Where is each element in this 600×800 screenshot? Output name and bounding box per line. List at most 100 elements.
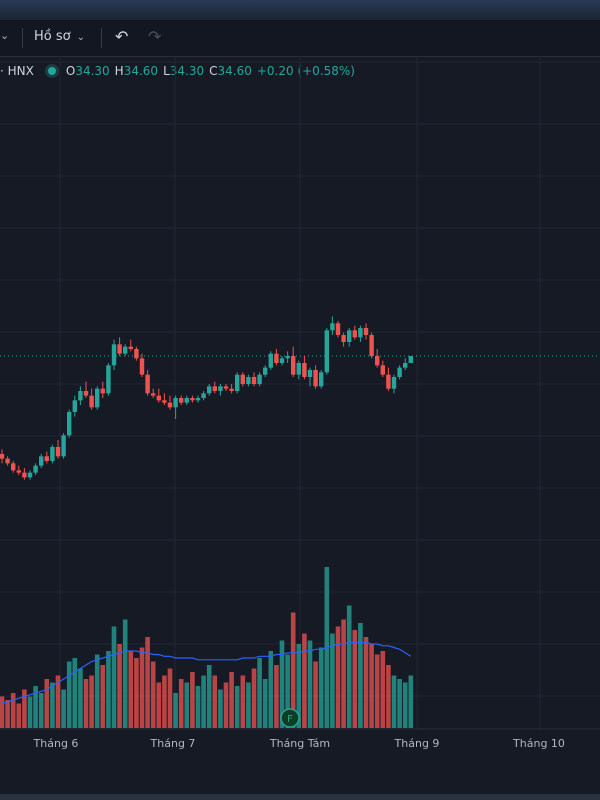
candle-body [33, 465, 38, 473]
volume-bar [251, 668, 257, 728]
volume-bar [22, 689, 27, 728]
candle [369, 332, 374, 359]
volume-bar [27, 696, 33, 728]
candle-body [246, 377, 251, 384]
high-label: H [114, 64, 124, 78]
candle [83, 381, 89, 398]
candle [207, 384, 212, 396]
app-header-bar [0, 0, 600, 20]
candle [151, 388, 156, 398]
candle-body [263, 367, 268, 375]
candle [335, 321, 341, 338]
candle-body [212, 386, 217, 391]
time-axis-label: Tháng 10 [512, 737, 565, 750]
volume-bar [218, 689, 223, 728]
candle [11, 461, 16, 473]
candle [162, 393, 167, 405]
chevron-down-icon[interactable]: ⌄ [0, 29, 10, 42]
toolbar-divider [22, 28, 23, 48]
candle [257, 372, 262, 387]
volume-bars [0, 567, 414, 728]
chart-grid [0, 56, 600, 729]
candle-body [386, 374, 391, 389]
volume-bar [10, 693, 16, 728]
candle-body [117, 344, 122, 354]
volume-bar [313, 661, 318, 728]
candle-body [257, 374, 262, 384]
candle [195, 395, 201, 403]
candle-body [179, 398, 184, 403]
candle [173, 395, 178, 419]
volume-bar [117, 644, 122, 728]
time-axis-labels: Tháng 6 Tháng 7 Tháng Tám Tháng 9 Tháng 10 [33, 737, 565, 750]
open-label: O [65, 64, 76, 78]
candle [251, 372, 257, 387]
candle-body [319, 372, 324, 387]
candle [218, 384, 223, 396]
event-marker-label: F [287, 714, 293, 725]
volume-bar [78, 668, 83, 728]
candle [123, 344, 128, 356]
low-value: 34.30 [169, 64, 205, 78]
redo-icon[interactable]: ↷ [148, 27, 162, 46]
candle-body [302, 363, 307, 377]
volume-bar [330, 633, 335, 728]
candle-body [324, 330, 329, 373]
candle [111, 339, 117, 370]
candle [324, 328, 329, 375]
low-label: L [163, 64, 170, 78]
candle-body [145, 374, 150, 394]
ohlc-legend: · HNX O34.30 H34.60 L34.30 C34.60 +0.20 (+0.5… [0, 64, 360, 82]
volume-bar [408, 675, 414, 728]
volume-bar [268, 651, 274, 728]
candle-body [106, 365, 111, 394]
close-value: 34.60 [217, 64, 252, 78]
candle [403, 358, 408, 370]
candle [235, 372, 240, 394]
volume-bar [229, 672, 234, 728]
profile-dropdown[interactable]: Hồ sơ ⌄ [34, 29, 85, 44]
candles [0, 316, 413, 480]
candle [184, 395, 189, 405]
candle-body [268, 353, 273, 368]
volume-bar [5, 700, 10, 728]
candle-body [307, 370, 313, 377]
candle-body [352, 330, 357, 338]
volume-bar [274, 665, 279, 728]
volume-bar [386, 665, 391, 728]
volume-bar [139, 647, 145, 728]
volume-bar [341, 619, 346, 728]
undo-icon[interactable]: ↶ [115, 27, 129, 46]
candle [223, 384, 229, 391]
symbol-exchange: · HNX [0, 64, 34, 78]
event-marker[interactable]: F [280, 708, 300, 728]
volume-bar [150, 661, 156, 728]
candle-body [358, 328, 363, 338]
price-change: +0.20 (+0.58%) [256, 64, 355, 78]
volume-bar [156, 682, 162, 728]
volume-bar [262, 679, 268, 728]
candle-body [223, 386, 229, 389]
candle [5, 456, 10, 466]
volume-bar [397, 679, 402, 728]
profile-label: Hồ sơ [34, 29, 71, 44]
time-axis-label: Tháng 7 [150, 737, 196, 750]
volume-bar [335, 626, 341, 728]
volume-bar [38, 693, 44, 728]
candle-body [240, 374, 245, 384]
candle-body [156, 395, 161, 401]
candle-body [403, 363, 408, 368]
candle [285, 351, 290, 363]
time-axis-label: Tháng 6 [33, 737, 79, 750]
candle-body [95, 388, 100, 408]
candle [352, 325, 357, 340]
volume-bar [134, 658, 139, 728]
candle-body [167, 402, 173, 408]
event-marker-circle [280, 708, 300, 728]
candle-body [347, 330, 352, 342]
candle-body [235, 374, 240, 391]
candle-body [330, 323, 335, 331]
candle-body [173, 398, 178, 408]
candle-body [72, 400, 77, 412]
